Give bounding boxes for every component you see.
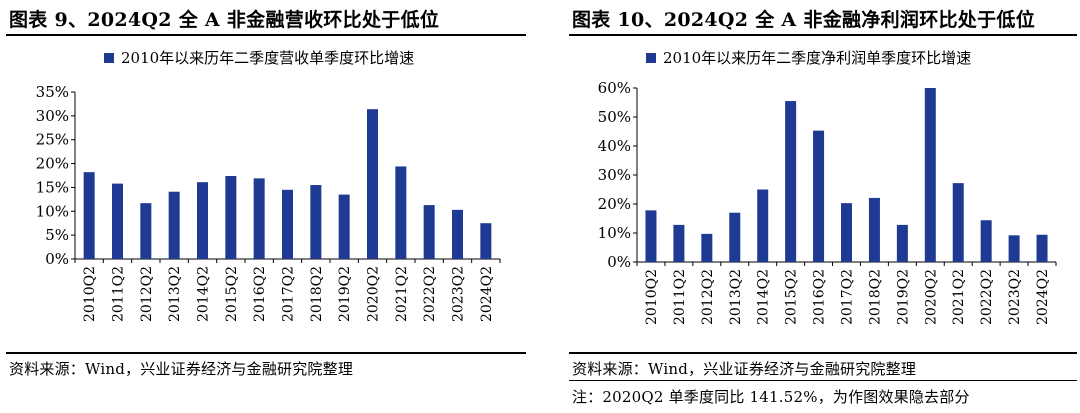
bar-2020Q2 [924,88,936,262]
y-tick-label: 0% [45,250,69,268]
x-tick-label: 2017Q2 [840,269,856,325]
note-divider [569,380,1077,381]
bar-2010Q2 [83,172,95,259]
x-tick-label: 2015Q2 [784,269,800,325]
legend-label: 2010年以来历年二季度营收单季度环比增速 [121,49,415,67]
x-tick-label: 2014Q2 [756,269,772,325]
bar-2019Q2 [338,194,350,259]
y-tick-label: 50% [598,108,631,126]
x-tick-label: 2014Q2 [196,266,212,322]
bar-2013Q2 [729,212,741,262]
bar-2017Q2 [282,189,293,259]
x-tick-label: 2020Q2 [366,266,382,322]
x-tick-label: 2021Q2 [951,269,967,325]
legend-swatch [104,52,114,63]
bar-2015Q2 [225,175,237,259]
bar-2019Q2 [896,224,908,262]
x-tick-label: 2018Q2 [309,266,325,322]
x-tick-label: 2013Q2 [728,269,744,325]
bar-2016Q2 [253,178,265,259]
title-underline [569,34,1077,36]
y-tick-label: 20% [36,155,69,173]
bar-2012Q2 [701,233,713,262]
title-underline [6,34,526,36]
bar-2017Q2 [841,203,852,262]
x-tick-label: 2021Q2 [394,266,410,322]
chart-title: 图表 10、2024Q2 全 A 非金融净利润环比处于低位 [572,9,1035,31]
chart-legend: 2010年以来历年二季度净利润单季度环比增速 [646,47,971,68]
legend-swatch [646,52,656,63]
x-tick-label: 2016Q2 [252,266,268,322]
x-tick-label: 2019Q2 [337,266,353,322]
net-profit-chart-panel: 图表 10、2024Q2 全 A 非金融净利润环比处于低位 2010年以来历年二… [563,0,1080,413]
net-profit-bar-chart: 0% 10% 20% 30% 40% 50% 60% 2010Q2 2011Q2 2012Q2 20… [598,79,1057,325]
legend-label: 2010年以来历年二季度净利润单季度环比增速 [663,49,972,67]
y-tick-label: 60% [598,79,631,97]
x-tick-label: 2017Q2 [281,266,297,322]
x-tick-label: 2018Q2 [867,269,883,325]
x-tick-label: 2024Q2 [479,266,495,322]
bar-2010Q2 [645,210,657,262]
y-tick-label: 10% [36,202,69,220]
bar-2015Q2 [785,101,797,262]
x-tick-label: 2022Q2 [422,266,438,322]
x-tick-label: 2020Q2 [923,269,939,325]
bar-2011Q2 [112,183,123,259]
source-divider [569,352,1077,354]
source-text: 资料来源：Wind，兴业证券经济与金融研究院整理 [9,360,354,378]
bar-2012Q2 [140,203,152,259]
y-tick-label: 40% [598,137,631,155]
bar-2023Q2 [452,209,463,259]
x-tick-label: 2010Q2 [644,269,660,325]
x-tick-label: 2011Q2 [672,269,688,325]
y-tick-label: 30% [598,166,631,184]
y-tick-label: 0% [607,253,631,271]
bar-2011Q2 [673,224,685,262]
bar-2022Q2 [423,205,435,259]
y-tick-label: 20% [598,195,631,213]
bar-2022Q2 [980,220,992,262]
x-tick-label: 2010Q2 [82,266,98,322]
y-tick-label: 10% [598,224,631,242]
x-tick-label: 2012Q2 [700,269,716,325]
x-tick-label: 2011Q2 [111,266,127,322]
bar-2020Q2 [367,109,378,259]
chart-title: 图表 9、2024Q2 全 A 非金融营收环比处于低位 [9,9,440,31]
bar-2024Q2 [1036,234,1048,262]
x-tick-label: 2024Q2 [1035,269,1051,325]
y-tick-label: 35% [36,83,69,101]
x-tick-label: 2016Q2 [812,269,828,325]
bar-2014Q2 [757,189,769,262]
bar-2018Q2 [310,185,322,259]
x-tick-label: 2023Q2 [1007,269,1023,325]
bar-2018Q2 [868,197,880,262]
bar-2014Q2 [197,182,208,259]
x-tick-label: 2023Q2 [451,266,467,322]
x-tick-label: 2022Q2 [979,269,995,325]
revenue-chart-panel: 图表 9、2024Q2 全 A 非金融营收环比处于低位 2010年以来历年二季度… [0,0,530,413]
x-tick-label: 2019Q2 [895,269,911,325]
chart-legend: 2010年以来历年二季度营收单季度环比增速 [104,47,414,68]
bar-2023Q2 [1008,235,1020,262]
bar-2021Q2 [395,166,407,259]
source-divider [6,352,526,354]
x-tick-label: 2013Q2 [167,266,183,322]
y-tick-label: 15% [36,178,69,196]
bar-2016Q2 [813,130,825,262]
note-text: 注：2020Q2 单季度同比 141.52%，为作图效果隐去部分 [572,388,970,406]
x-tick-label: 2012Q2 [139,266,155,322]
bar-2013Q2 [168,191,180,259]
y-tick-label: 30% [36,107,69,125]
y-tick-label: 25% [36,131,69,149]
y-tick-label: 5% [45,226,69,244]
x-tick-label: 2015Q2 [224,266,240,322]
bar-2024Q2 [480,223,492,259]
revenue-bar-chart: 0% 5% 10% 15% 20% 25% 30% 35% 2010Q2 2011Q2 2012Q2… [36,83,501,322]
source-text: 资料来源：Wind，兴业证券经济与金融研究院整理 [572,360,917,378]
bar-2021Q2 [952,183,964,262]
